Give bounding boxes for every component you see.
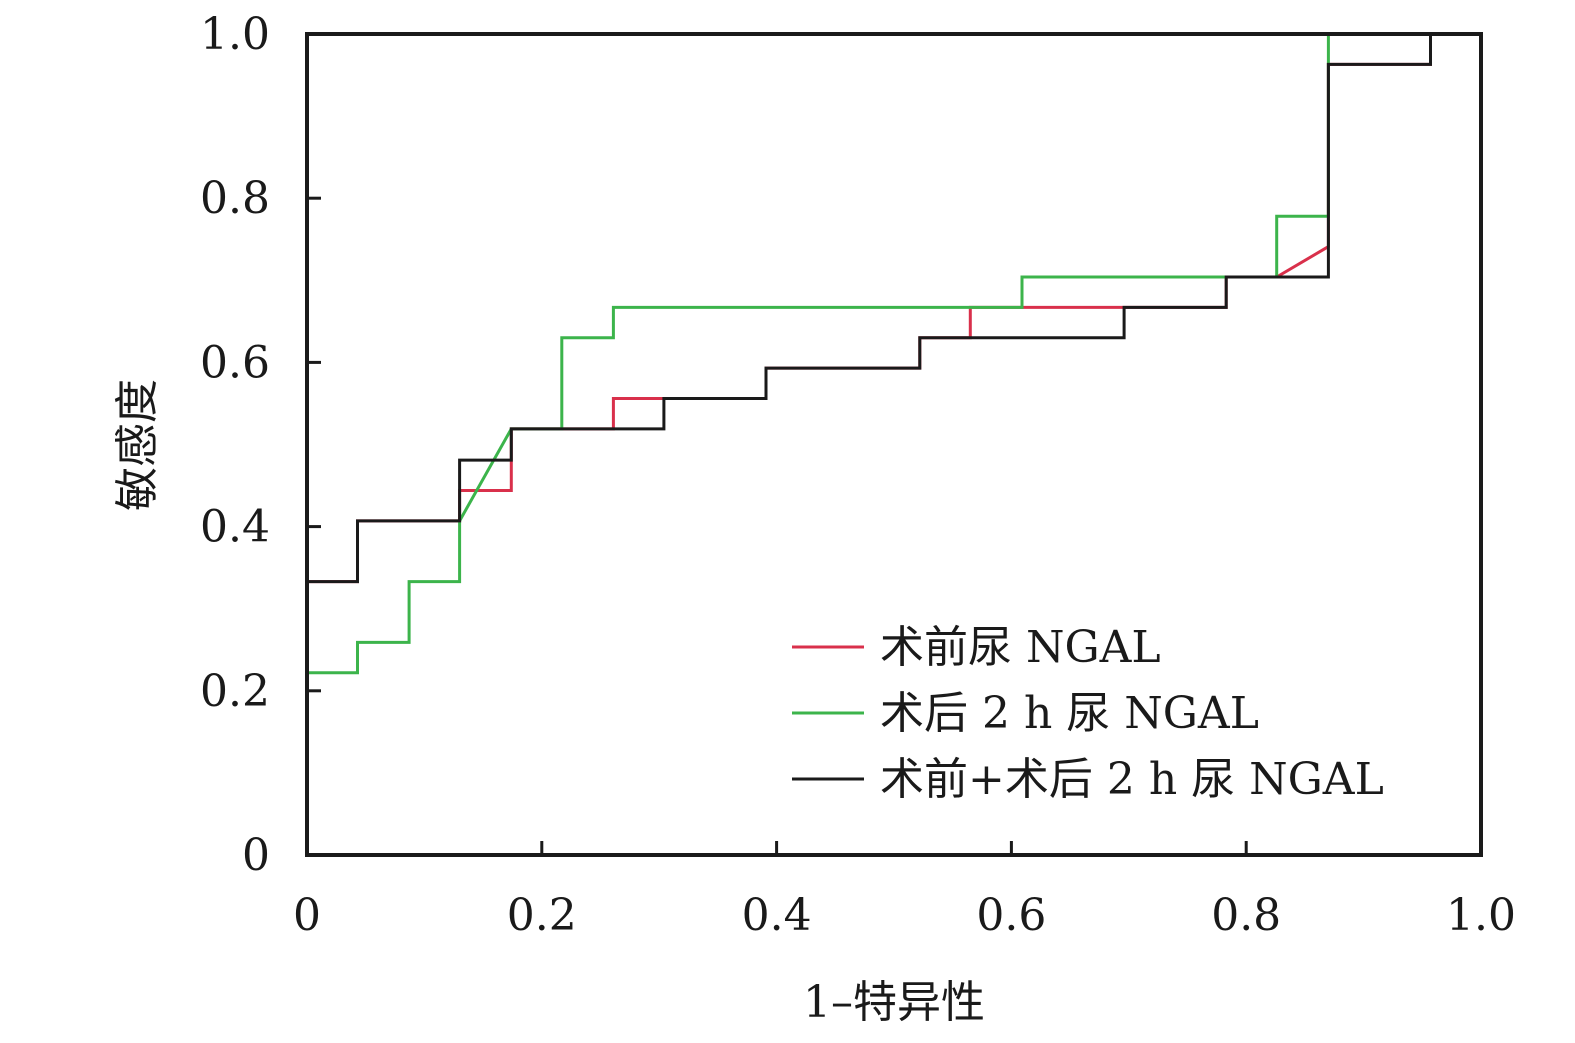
x-tick-label: 1.0 bbox=[1446, 890, 1516, 941]
x-tick-label: 0.6 bbox=[976, 890, 1046, 941]
y-tick-label: 0.4 bbox=[200, 502, 270, 553]
legend-label-3: 术前+术后 2 h 尿 NGAL bbox=[880, 754, 1384, 805]
legend-label-1: 术前尿 NGAL bbox=[880, 622, 1161, 673]
x-tick-label: 0 bbox=[293, 890, 321, 941]
x-tick-label: 0.2 bbox=[507, 890, 577, 941]
x-axis-title: 1–特异性 bbox=[803, 977, 985, 1028]
series-layer bbox=[305, 32, 1481, 855]
series-line-2 bbox=[305, 32, 1481, 855]
x-tick-label: 0.8 bbox=[1211, 890, 1281, 941]
y-tick-label: 1.0 bbox=[200, 9, 270, 60]
y-tick-label: 0.2 bbox=[200, 666, 270, 717]
tick-labels-layer: 0 0.2 0.4 0.6 0.8 1.0 0 0.2 0.4 0.6 0.8 1.0 bbox=[200, 9, 1516, 941]
plot-frame bbox=[305, 32, 1483, 857]
y-tick-label: 0 bbox=[242, 830, 270, 881]
y-tick-label: 0.6 bbox=[200, 337, 270, 388]
ticks-layer bbox=[307, 196, 1248, 855]
y-tick-label: 0.8 bbox=[200, 173, 270, 224]
series-line-3 bbox=[305, 32, 1481, 855]
legend: 术前尿 NGAL 术后 2 h 尿 NGAL 术前+术后 2 h 尿 NGAL bbox=[792, 622, 1384, 805]
y-axis-title: 敏感度 bbox=[112, 379, 163, 511]
legend-label-2: 术后 2 h 尿 NGAL bbox=[880, 688, 1259, 739]
x-tick-label: 0.4 bbox=[742, 890, 812, 941]
